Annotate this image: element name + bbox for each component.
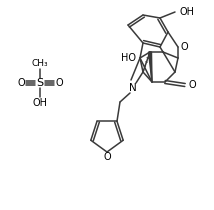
Polygon shape <box>149 52 152 82</box>
Text: O: O <box>103 152 111 162</box>
Text: O: O <box>189 80 197 90</box>
Text: HO: HO <box>121 53 136 63</box>
Text: O: O <box>55 78 63 88</box>
Text: O: O <box>181 42 189 52</box>
Text: OH: OH <box>180 7 195 17</box>
Text: S: S <box>36 78 44 88</box>
Text: OH: OH <box>33 98 48 108</box>
Text: N: N <box>129 83 137 93</box>
Text: O: O <box>17 78 25 88</box>
Text: CH₃: CH₃ <box>32 59 48 67</box>
